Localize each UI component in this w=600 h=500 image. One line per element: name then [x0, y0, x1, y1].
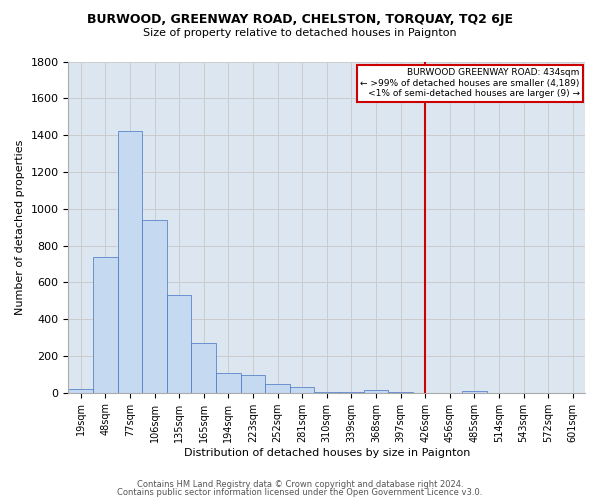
Y-axis label: Number of detached properties: Number of detached properties [15, 140, 25, 315]
Bar [93, 258, 118, 392]
Bar [462, 391, 487, 392]
Bar [118, 132, 142, 392]
Bar [265, 384, 290, 392]
Bar [364, 390, 388, 392]
Bar [167, 295, 191, 392]
Text: Contains HM Land Registry data © Crown copyright and database right 2024.: Contains HM Land Registry data © Crown c… [137, 480, 463, 489]
Text: BURWOOD, GREENWAY ROAD, CHELSTON, TORQUAY, TQ2 6JE: BURWOOD, GREENWAY ROAD, CHELSTON, TORQUA… [87, 12, 513, 26]
Bar [241, 375, 265, 392]
Bar [290, 387, 314, 392]
Bar [142, 220, 167, 392]
Bar [191, 343, 216, 392]
Text: Contains public sector information licensed under the Open Government Licence v3: Contains public sector information licen… [118, 488, 482, 497]
Text: BURWOOD GREENWAY ROAD: 434sqm
← >99% of detached houses are smaller (4,189)
<1% : BURWOOD GREENWAY ROAD: 434sqm ← >99% of … [361, 68, 580, 98]
Bar [68, 389, 93, 392]
Text: Size of property relative to detached houses in Paignton: Size of property relative to detached ho… [143, 28, 457, 38]
X-axis label: Distribution of detached houses by size in Paignton: Distribution of detached houses by size … [184, 448, 470, 458]
Bar [216, 374, 241, 392]
